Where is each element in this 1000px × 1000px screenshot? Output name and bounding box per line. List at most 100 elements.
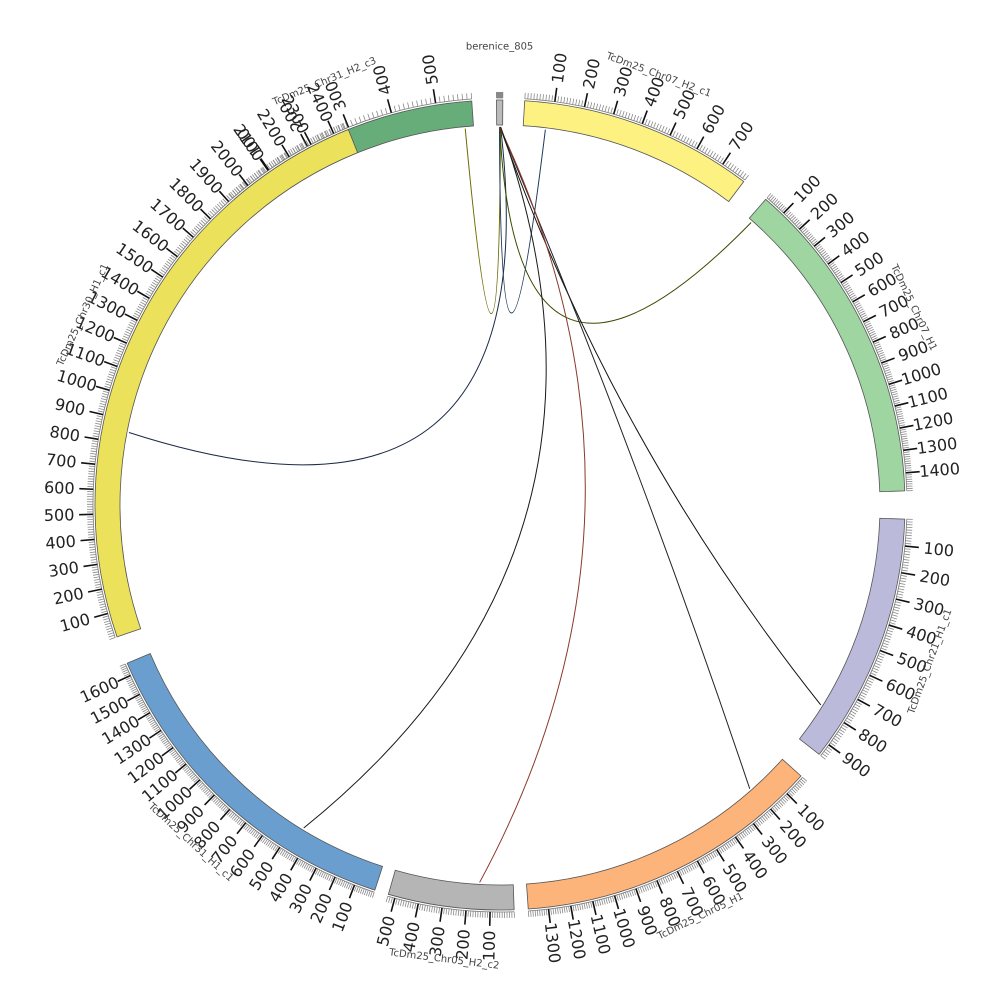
major-tick-chr05_h1-600 <box>696 860 705 874</box>
major-tick-chr30_h1_c1-1500 <box>150 268 164 278</box>
link-berenice-chr07_h1 <box>499 126 752 324</box>
major-tick-chr30_h1_c1-1000 <box>95 385 110 392</box>
major-tick-chr05_h2_c2-300 <box>439 907 443 922</box>
major-tick-chr05_h1-1200 <box>569 905 574 920</box>
minor-ticks-chr07_h1 <box>766 193 913 492</box>
tick-label-chr05_h1-1300: 1300 <box>541 922 565 965</box>
tick-label-chr31_h2_c3-500: 500 <box>418 53 442 86</box>
tick-label-chr05_h2_c2-300: 300 <box>426 925 449 958</box>
tick-label-chr30_h1_c1-400: 400 <box>45 532 77 554</box>
link-berenice-chr30_h1_c1 <box>128 126 507 466</box>
major-tick-chr30_h1_c1-800 <box>84 436 99 441</box>
segment-chr30_h1_c1 <box>94 128 359 638</box>
tick-label-chr07_h1-1400: 1400 <box>919 459 961 481</box>
link-berenice-chr21_h1_c1 <box>499 126 822 706</box>
major-tick-chr21_h1_c1-200 <box>901 571 916 576</box>
major-tick-chr21_h1_c1-100 <box>904 545 919 549</box>
tick-label-chr07_h2_c1-700: 700 <box>725 118 758 154</box>
major-tick-chr31_h1_c1-1200 <box>161 746 174 757</box>
major-tick-chr30_h1_c1-1800 <box>199 208 212 220</box>
major-tick-chr05_h1-100 <box>786 793 798 805</box>
major-tick-chr30_h1_c1-1400 <box>136 290 150 300</box>
major-tick-chr05_h1-200 <box>769 808 781 821</box>
major-tick-chr31_h1_c1-200 <box>328 876 336 891</box>
major-tick-chr05_h1-1300 <box>547 909 551 924</box>
major-tick-chr31_h1_c1-1000 <box>188 779 201 790</box>
major-tick-chr31_h1_c1-400 <box>290 857 299 871</box>
tick-label-chr30_h1_c1-300: 300 <box>47 558 80 581</box>
tick-label-chr30_h1_c1-600: 600 <box>44 478 75 498</box>
tick-label-chr21_h1_c1-800: 800 <box>855 725 891 757</box>
major-tick-chr31_h2_c3-400 <box>386 99 393 113</box>
tick-baseline-chr21_h1_c1 <box>820 519 908 756</box>
minor-ticks-chr30_h1_c1 <box>86 121 348 640</box>
major-tick-chr05_h1-800 <box>656 880 664 894</box>
major-tick-chr31_h2_c3-500 <box>432 89 437 104</box>
major-tick-chr30_h1_c1-1700 <box>182 227 194 238</box>
tick-label-chr31_h2_c3-400: 400 <box>369 63 395 98</box>
segments-layer <box>94 99 906 911</box>
major-tick-chr21_h1_c1-900 <box>828 744 841 754</box>
tick-label-chr21_h1_c1-200: 200 <box>918 566 951 590</box>
major-tick-chr05_h1-700 <box>676 870 685 885</box>
major-tick-chr07_h1-500 <box>840 274 854 284</box>
major-tick-chr05_h1-900 <box>635 888 642 903</box>
major-tick-chr21_h1_c1-300 <box>895 598 910 604</box>
major-tick-chr30_h1_c1-300 <box>83 563 98 568</box>
major-tick-chr21_h1_c1-400 <box>888 624 903 630</box>
segment-chr07_h2_c1 <box>522 100 745 203</box>
major-tick-chr07_h1-1200 <box>899 424 914 429</box>
major-tick-chr30_h1_c1-1300 <box>124 313 138 322</box>
link-berenice-chr31_h1_c1 <box>303 126 547 829</box>
major-tick-chr31_h2_c3-200 <box>300 133 309 147</box>
tick-label-chr05_h2_c2-200: 200 <box>452 928 473 960</box>
minor-ticks-berenice <box>496 91 504 99</box>
major-tick-chr07_h2_c1-300 <box>612 100 619 115</box>
minor-ticks-chr31_h1_c1 <box>119 663 375 898</box>
tick-label-chr30_h1_c1-700: 700 <box>45 450 77 472</box>
major-tick-chr07_h2_c1-700 <box>722 152 732 165</box>
tick-label-chr05_h1-1100: 1100 <box>587 912 615 956</box>
major-tick-chr31_h1_c1-100 <box>348 884 356 899</box>
major-tick-chr30_h1_c1-400 <box>80 538 95 542</box>
tick-label-chr05_h1-1200: 1200 <box>564 918 590 961</box>
major-tick-chr30_h1_c1-1600 <box>165 247 178 258</box>
major-tick-chr07_h1-700 <box>863 314 877 323</box>
tick-baseline-chr05_h2_c2 <box>387 895 515 913</box>
major-tick-chr07_h1-1000 <box>888 379 903 386</box>
tick-baseline-chr05_h1 <box>528 777 803 912</box>
major-tick-chr07_h1-900 <box>881 357 895 364</box>
segment-chr05_h1 <box>526 758 802 910</box>
major-tick-chr07_h1-200 <box>798 219 811 230</box>
tick-label-chr07_h1-1100: 1100 <box>906 384 950 412</box>
major-tick-chr07_h1-800 <box>872 335 887 343</box>
tick-label-chr07_h1-1200: 1200 <box>911 408 955 434</box>
tick-label-chr30_h1_c1-1000: 1000 <box>55 366 99 396</box>
major-tick-chr05_h1-500 <box>716 849 725 862</box>
major-tick-chr30_h1_c1-100 <box>94 612 108 619</box>
major-tick-chr30_h1_c1-1200 <box>113 336 127 344</box>
major-tick-chr31_h1_c1-600 <box>253 835 264 848</box>
major-tick-chr31_h1_c1-1300 <box>149 729 162 739</box>
minor-ticks-chr07_h2_c1 <box>524 92 749 181</box>
major-tick-chr31_h2_c3-300 <box>342 113 350 128</box>
ticks-layer <box>79 87 920 926</box>
major-tick-chr31_h1_c1-800 <box>219 808 231 821</box>
tick-label-chr30_h1_c1-100: 100 <box>58 609 93 635</box>
tick-label-chr07_h2_c1-100: 100 <box>548 52 571 85</box>
major-tick-chr30_h1_c1-2300 <box>303 131 312 145</box>
tick-label-chr30_h1_c1-800: 800 <box>48 422 81 446</box>
major-tick-chr07_h1-400 <box>827 255 840 265</box>
minor-ticks-chr05_h1 <box>527 777 808 918</box>
major-tick-chr30_h1_c1-2200 <box>281 144 290 158</box>
major-tick-chr31_h1_c1-500 <box>271 846 281 860</box>
link-berenice-chr05_h1 <box>499 126 751 789</box>
major-tick-chr05_h2_c2-200 <box>464 910 467 925</box>
major-tick-chr07_h1-1100 <box>894 401 909 407</box>
major-tick-chr05_h1-300 <box>752 823 763 835</box>
major-tick-chr05_h2_c2-400 <box>414 903 420 918</box>
tick-label-chr21_h1_c1-100: 100 <box>923 538 955 560</box>
major-tick-chr31_h1_c1-900 <box>203 794 215 806</box>
major-tick-chr30_h1_c1-700 <box>81 461 96 465</box>
